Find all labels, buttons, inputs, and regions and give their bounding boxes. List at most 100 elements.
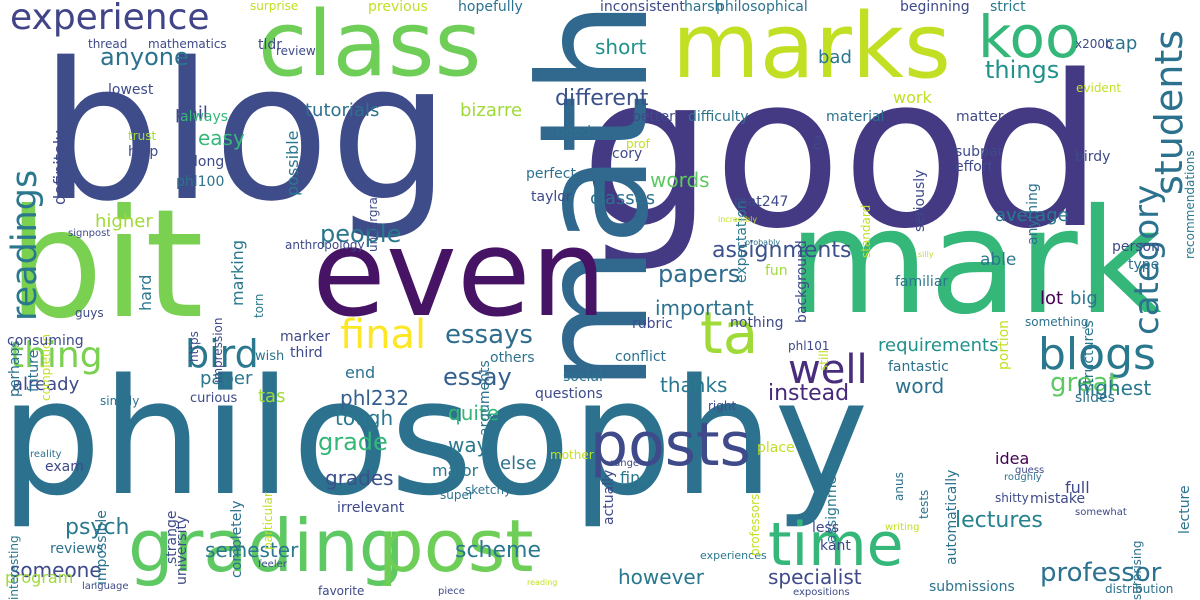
cloud-word: always — [180, 109, 229, 125]
cloud-word: experiences — [700, 549, 767, 562]
cloud-word: lowest — [108, 82, 154, 98]
cloud-word: university — [174, 515, 190, 585]
cloud-word: piece — [438, 586, 465, 597]
cloud-word: blogs — [1038, 329, 1156, 380]
cloud-word: distribution — [1105, 582, 1174, 596]
cloud-word: material — [826, 109, 885, 125]
cloud-word: reality — [30, 449, 62, 460]
cloud-word: definitely — [50, 130, 69, 205]
cloud-word: x200b — [1075, 37, 1113, 51]
cloud-word: roughly — [1004, 472, 1042, 483]
cloud-word: person — [1112, 239, 1160, 255]
cloud-word: better — [632, 109, 675, 125]
cloud-word: cory — [612, 146, 643, 162]
cloud-word: conflict — [615, 349, 667, 365]
cloud-word: hard — [136, 274, 155, 311]
cloud-word: mark — [788, 178, 1162, 347]
cloud-word: cap — [1105, 33, 1138, 54]
cloud-word: experience — [10, 0, 210, 38]
cloud-word: submissions — [929, 579, 1015, 595]
cloud-word: mistake — [1030, 491, 1086, 507]
cloud-word: exam — [45, 459, 84, 475]
cloud-word: familiar — [895, 274, 949, 290]
cloud-word: short — [595, 35, 647, 59]
cloud-word: phl232 — [340, 386, 410, 410]
cloud-word: professor — [1040, 558, 1162, 588]
cloud-word: particular — [261, 492, 275, 550]
cloud-word: signpost — [68, 228, 111, 239]
cloud-word: words — [650, 168, 710, 192]
cloud-word: scheme — [455, 538, 542, 563]
cloud-word: long — [194, 154, 225, 170]
cloud-word: somewhat — [1075, 507, 1127, 518]
cloud-word: mother — [550, 448, 594, 462]
cloud-word: reviews — [50, 541, 104, 557]
cloud-word: reading — [527, 578, 558, 587]
cloud-word: need — [556, 124, 591, 140]
cloud-word: interesting — [7, 535, 21, 600]
cloud-word: difficulty — [688, 109, 749, 125]
cloud-word: arguments — [477, 360, 493, 436]
cloud-word: idea — [995, 449, 1030, 468]
cloud-word: things — [985, 56, 1060, 84]
cloud-word: able — [980, 250, 1017, 270]
cloud-word: classes — [590, 188, 656, 209]
cloud-word: however — [618, 565, 704, 589]
cloud-word: marking — [228, 240, 247, 306]
cloud-word: higher — [95, 211, 153, 232]
cloud-word: mat247 — [734, 194, 789, 210]
cloud-word: specialist — [768, 565, 862, 589]
cloud-word: grade — [318, 428, 388, 456]
cloud-word: even — [312, 205, 607, 344]
cloud-word: completely — [229, 500, 245, 578]
cloud-word: papers — [658, 260, 741, 288]
cloud-word: range — [610, 458, 640, 469]
cloud-word: anyone — [100, 43, 189, 71]
cloud-word: curious — [190, 391, 238, 406]
cloud-word: lot — [1040, 288, 1064, 309]
cloud-word: structures — [1081, 320, 1097, 391]
cloud-word: third — [290, 345, 323, 361]
cloud-word: place — [757, 440, 795, 456]
cloud-word: fantastic — [888, 359, 949, 375]
cloud-word: full — [1065, 478, 1090, 497]
cloud-word: major — [432, 461, 479, 480]
cloud-word: probably — [745, 238, 781, 247]
cloud-word: fun — [765, 263, 788, 279]
cloud-word: guess — [1015, 465, 1045, 476]
cloud-word: essay — [443, 363, 512, 391]
cloud-word: wish — [255, 349, 285, 364]
cloud-word: review — [276, 44, 316, 58]
cloud-word: bird — [185, 332, 259, 376]
cloud-word: silly — [918, 250, 934, 259]
cloud-word: easy — [198, 126, 245, 150]
cloud-word: tests — [917, 489, 931, 519]
cloud-word: perfect — [526, 166, 576, 182]
cloud-word: still — [817, 350, 831, 371]
cloud-word: bad — [818, 47, 852, 68]
cloud-word: thing — [10, 335, 103, 376]
cloud-word: post — [378, 504, 534, 588]
cloud-word: harsh — [684, 0, 724, 15]
cloud-word: ta — [700, 299, 759, 367]
cloud-word: right — [708, 399, 737, 413]
cloud-word: trust — [128, 129, 157, 143]
cloud-word: quite — [448, 401, 500, 425]
cloud-word: type — [1128, 257, 1160, 273]
cloud-word: phl100 — [176, 174, 225, 190]
cloud-word: already — [12, 374, 80, 395]
cloud-word: phl101 — [788, 339, 830, 353]
cloud-word: sketchy — [465, 483, 512, 497]
cloud-word: marks — [672, 0, 951, 99]
cloud-word: rubric — [632, 316, 673, 332]
cloud-word: assignments — [712, 238, 852, 263]
cloud-word: irrelevant — [337, 500, 405, 516]
cloud-word: semester — [205, 538, 299, 562]
cloud-word: anthropology — [285, 238, 365, 252]
cloud-word: background — [794, 240, 810, 323]
cloud-word: recommendations — [1183, 150, 1197, 259]
cloud-word: something — [1025, 315, 1089, 329]
cloud-word: marker — [280, 329, 330, 345]
cloud-word: social — [563, 369, 603, 385]
